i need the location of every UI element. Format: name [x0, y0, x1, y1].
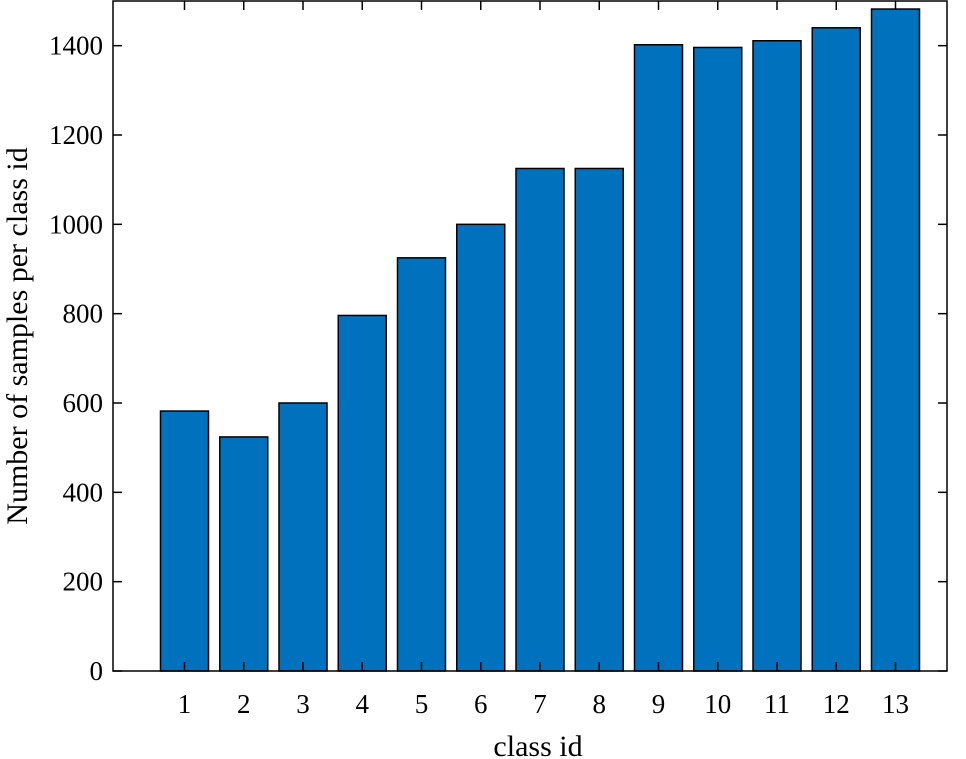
y-tick-label: 200 [63, 567, 104, 597]
x-tick-label: 3 [296, 689, 310, 719]
bar-class-4 [337, 314, 387, 672]
x-tick-label: 12 [823, 689, 850, 719]
x-tick-label: 9 [652, 689, 666, 719]
x-tick-label: 5 [415, 689, 429, 719]
bar-class-8 [574, 167, 624, 672]
y-tick-label: 1200 [49, 120, 103, 150]
bar-class-2 [219, 436, 269, 672]
y-tick-label: 400 [63, 477, 104, 507]
bar-class-3 [278, 402, 328, 672]
bar-class-6 [456, 223, 506, 672]
x-axis-title: class id [493, 730, 582, 759]
x-tick-label: 7 [533, 689, 547, 719]
x-tick-label: 4 [356, 689, 370, 719]
y-tick-label: 600 [63, 388, 104, 418]
x-tick-label: 8 [593, 689, 607, 719]
y-tick-label: 1000 [49, 209, 103, 239]
bars-group [159, 8, 921, 672]
bar-class-9 [633, 44, 684, 672]
y-axis-title: Number of samples per class id [1, 147, 34, 524]
plot-frame [112, 0, 948, 672]
y-tick-label: 800 [63, 299, 104, 329]
x-tick-label: 11 [764, 689, 790, 719]
y-tick-label: 1400 [49, 31, 103, 61]
x-tick-label: 6 [474, 689, 488, 719]
x-tick-label: 1 [178, 689, 192, 719]
bar-class-10 [693, 46, 743, 672]
x-tick-label: 10 [704, 689, 731, 719]
bar-class-12 [811, 27, 861, 672]
y-axis: 0 200 400 600 800 1000 1200 1400 [49, 31, 947, 686]
x-tick-label: 2 [237, 689, 251, 719]
bar-class-13 [870, 8, 921, 672]
bar-class-5 [396, 257, 447, 672]
bar-class-11 [752, 40, 802, 672]
bar-class-1 [159, 410, 210, 672]
x-axis: 1 2 3 4 5 6 7 8 9 10 11 12 13 [178, 1, 909, 719]
bar-class-7 [515, 167, 565, 672]
y-tick-label: 0 [90, 656, 104, 686]
x-tick-label: 13 [882, 689, 909, 719]
